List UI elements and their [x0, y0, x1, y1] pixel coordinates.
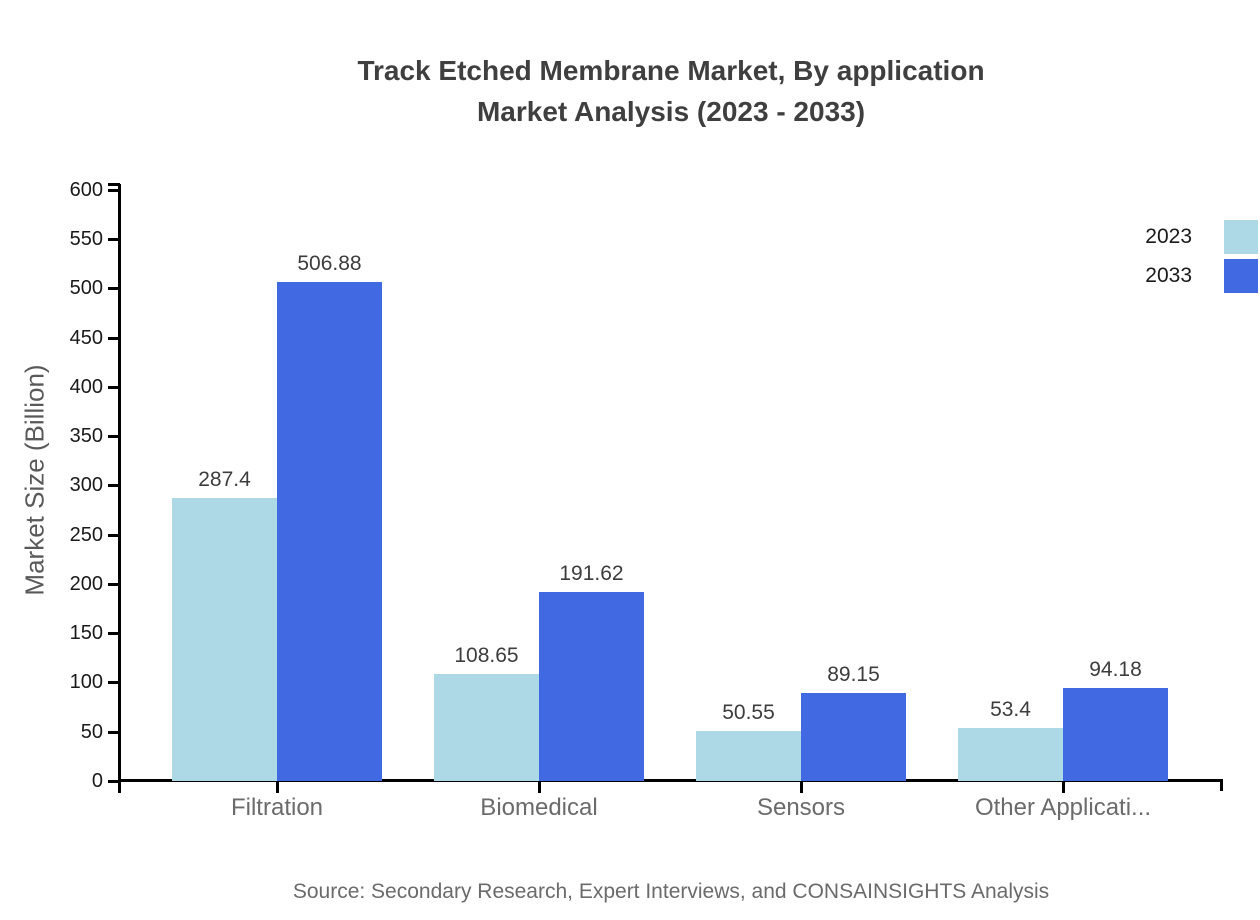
y-tick [108, 287, 120, 290]
value-label-2023-filtration: 287.4 [198, 468, 251, 491]
y-tick-label: 0 [91, 770, 103, 792]
legend-swatch-2023 [1224, 220, 1258, 254]
chart-title: Track Etched Membrane Market, By applica… [82, 50, 1260, 132]
y-axis-end-cap [108, 183, 120, 186]
y-tick [108, 780, 120, 783]
legend-label-2033: 2033 [1145, 264, 1192, 287]
chart-title-line1: Track Etched Membrane Market, By applica… [357, 55, 985, 86]
category-label: Sensors [756, 794, 846, 821]
y-tick-label: 250 [69, 524, 103, 546]
x-tick [538, 781, 541, 793]
source-text: Source: Secondary Research, Expert Inter… [292, 880, 1050, 903]
x-tick [276, 781, 279, 793]
y-tick-label: 200 [69, 573, 103, 595]
y-tick-label: 300 [69, 474, 103, 496]
y-tick [108, 238, 120, 241]
legend-label-2023: 2023 [1145, 225, 1192, 248]
y-tick [108, 386, 120, 389]
y-tick-label: 50 [80, 721, 103, 743]
y-tick [108, 337, 120, 340]
y-tick-label: 150 [69, 622, 103, 644]
bar-2033-filtration [277, 282, 382, 781]
chart-title-line2: Market Analysis (2023 - 2033) [476, 96, 866, 127]
value-label-2023-biomedical: 108.65 [454, 644, 519, 667]
y-tick [108, 731, 120, 734]
legend-item-2023: 2023 [1100, 220, 1260, 254]
y-tick [108, 435, 120, 438]
bar-2023-biomedical [434, 674, 539, 781]
x-axis-end-cap [1220, 779, 1223, 791]
value-label-2023-sensors: 50.55 [722, 701, 775, 724]
y-tick [108, 534, 120, 537]
category-label: Filtration [230, 794, 324, 821]
legend-swatch-2033 [1224, 259, 1258, 293]
y-tick-label: 100 [69, 671, 103, 693]
y-tick [108, 484, 120, 487]
y-tick [108, 632, 120, 635]
y-tick-label: 400 [69, 376, 103, 398]
x-tick [800, 781, 803, 793]
y-tick-label: 450 [69, 327, 103, 349]
y-tick [108, 681, 120, 684]
y-tick-label: 500 [69, 277, 103, 299]
bar-2033-biomedical [539, 592, 644, 781]
y-tick-label: 350 [69, 425, 103, 447]
bar-2023-filtration [172, 498, 277, 781]
y-tick [108, 583, 120, 586]
bar-2033-other-applicati [1063, 688, 1168, 781]
value-label-2033-filtration: 506.88 [297, 252, 362, 275]
value-label-2023-other-applicati: 53.4 [990, 698, 1031, 721]
value-label-2033-other-applicati: 94.18 [1089, 658, 1142, 681]
x-axis-line [118, 779, 1222, 782]
category-label: Other Applicati... [974, 794, 1152, 821]
bar-2033-sensors [801, 693, 906, 781]
x-tick [1062, 781, 1065, 793]
value-label-2033-biomedical: 191.62 [559, 562, 624, 585]
legend-item-2033: 2033 [1100, 259, 1260, 293]
y-tick-label: 550 [69, 228, 103, 250]
bar-2023-other-applicati [958, 728, 1063, 781]
bar-2023-sensors [696, 731, 801, 781]
y-tick [108, 189, 120, 192]
legend: 2023 2033 [1100, 220, 1260, 298]
y-tick-label: 600 [69, 179, 103, 201]
category-label: Biomedical [480, 794, 598, 821]
y-axis-line [118, 184, 121, 793]
value-label-2033-sensors: 89.15 [827, 663, 880, 686]
